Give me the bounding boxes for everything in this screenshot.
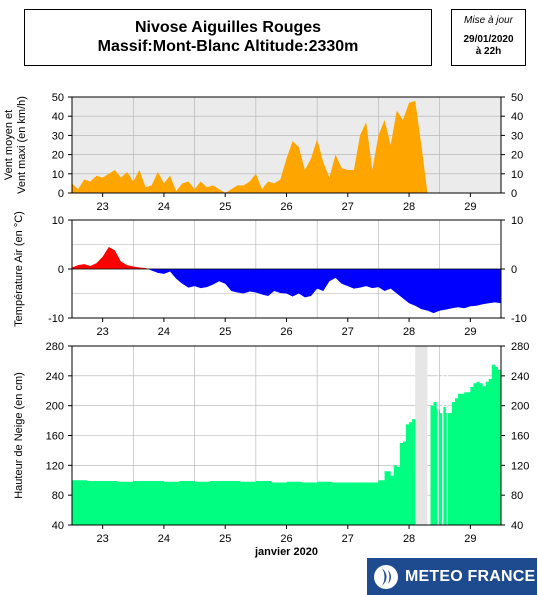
station-title: Nivose Aiguilles Rouges	[134, 19, 322, 36]
temperature-negative-area	[72, 269, 501, 314]
x-tick-label: 28	[403, 201, 415, 213]
x-tick-label: 28	[403, 326, 415, 338]
x-tick-label: 24	[158, 533, 170, 545]
y-tick-label: 160	[46, 431, 64, 443]
y-tick-label: 10	[52, 215, 64, 227]
y-tick-label: 80	[511, 490, 523, 502]
y-tick-label: 10	[511, 169, 523, 181]
meteo-france-logo: METEO FRANCE	[367, 558, 537, 595]
station-subtitle: Massif:Mont-Blanc Altitude:2330m	[97, 38, 359, 55]
y-tick-label: 50	[511, 92, 523, 104]
y-tick-label: 240	[511, 371, 529, 383]
y-tick-label: 10	[52, 169, 64, 181]
x-tick-label: 27	[342, 326, 354, 338]
y-tick-label: -10	[511, 313, 527, 325]
y-tick-label: 280	[46, 341, 64, 353]
y-tick-label: 0	[511, 264, 517, 276]
x-axis-title: janvier 2020	[254, 546, 318, 558]
logo-text: METEO FRANCE	[405, 567, 536, 585]
x-tick-label: 23	[97, 533, 109, 545]
y-tick-label: 40	[511, 520, 523, 532]
update-label: Mise à jour	[464, 15, 513, 26]
snow-depth-bars	[430, 364, 501, 525]
update-time: à 22h	[475, 46, 502, 57]
y-tick-label: 120	[46, 460, 64, 472]
y-axis-title: Température Air (en °C)	[13, 211, 25, 327]
x-tick-label: 26	[280, 533, 292, 545]
missing-data-band	[415, 346, 428, 525]
x-tick-label: 27	[342, 533, 354, 545]
x-tick-label: 28	[403, 533, 415, 545]
x-tick-label: 26	[280, 201, 292, 213]
y-axis-title: Vent maxi (en km/h)	[16, 96, 28, 194]
title-box: Nivose Aiguilles Rouges Massif:Mont-Blan…	[24, 9, 432, 66]
x-tick-label: 26	[280, 326, 292, 338]
snow-depth-bars	[72, 419, 416, 525]
y-tick-label: 30	[511, 130, 523, 142]
x-tick-label: 25	[219, 201, 231, 213]
x-tick-label: 27	[342, 201, 354, 213]
y-tick-label: 50	[52, 92, 64, 104]
x-tick-label: 24	[158, 326, 170, 338]
y-axis-title: Hauteur de Neige (en cm)	[13, 372, 25, 499]
y-tick-label: 160	[511, 431, 529, 443]
x-tick-label: 23	[97, 326, 109, 338]
y-tick-label: 30	[52, 130, 64, 142]
y-tick-label: 0	[511, 188, 517, 200]
x-tick-label: 25	[219, 533, 231, 545]
wind-series-area	[72, 100, 428, 193]
update-box: Mise à jour 29/01/2020 à 22h	[451, 9, 526, 66]
y-tick-label: 120	[511, 460, 529, 472]
y-tick-label: 0	[58, 264, 64, 276]
y-tick-label: 200	[46, 401, 64, 413]
x-tick-label: 24	[158, 201, 170, 213]
y-tick-label: 40	[52, 111, 64, 123]
x-tick-label: 29	[464, 533, 476, 545]
x-tick-label: 23	[97, 201, 109, 213]
y-tick-label: 240	[46, 371, 64, 383]
y-axis-title: Vent moyen et	[3, 110, 15, 180]
x-tick-label: 29	[464, 201, 476, 213]
y-tick-label: 20	[52, 150, 64, 162]
y-tick-label: -10	[48, 313, 64, 325]
meteo-france-logo-icon	[373, 564, 399, 590]
y-tick-label: 40	[511, 111, 523, 123]
temperature-positive-area	[72, 246, 501, 269]
y-tick-label: 80	[52, 490, 64, 502]
y-tick-label: 280	[511, 341, 529, 353]
x-tick-label: 25	[219, 326, 231, 338]
y-tick-label: 10	[511, 215, 523, 227]
y-tick-label: 20	[511, 150, 523, 162]
x-tick-label: 29	[464, 326, 476, 338]
update-date: 29/01/2020	[463, 34, 514, 45]
y-tick-label: 40	[52, 520, 64, 532]
y-tick-label: 200	[511, 401, 529, 413]
y-tick-label: 0	[58, 188, 64, 200]
